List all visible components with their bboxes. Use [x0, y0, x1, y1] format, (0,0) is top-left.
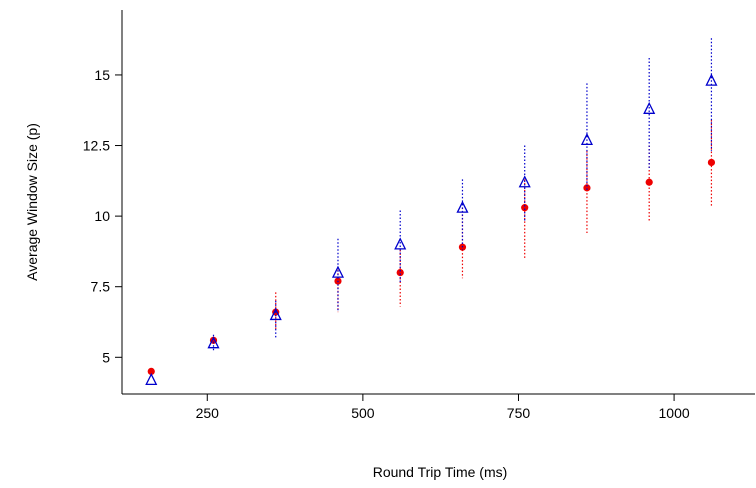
- data-point: [583, 184, 591, 192]
- data-point: [207, 336, 220, 349]
- data-point: [147, 367, 155, 376]
- data-point: [331, 265, 345, 278]
- data-point: [643, 101, 656, 114]
- y-axis-title: Average Window Size (p): [24, 123, 40, 281]
- x-axis-ticks: 250 500 750 1000: [196, 394, 690, 421]
- data-point: [705, 73, 718, 86]
- x-tick-label: 500: [351, 405, 375, 421]
- data-point: [396, 268, 404, 277]
- data-point: [580, 132, 593, 146]
- y-tick-label: 15: [94, 67, 110, 83]
- y-tick-label: 10: [94, 208, 110, 224]
- y-tick-label: 7.5: [91, 279, 111, 295]
- x-tick-label: 250: [196, 405, 220, 421]
- y-tick-label: 12.5: [83, 138, 110, 154]
- x-tick-label: 1000: [659, 405, 690, 421]
- data-point: [707, 158, 716, 167]
- x-axis-title: Round Trip Time (ms): [373, 464, 508, 480]
- data-point: [145, 372, 158, 386]
- data-point: [521, 204, 529, 212]
- x-tick-label: 750: [507, 405, 531, 421]
- y-axis-ticks: 5 7.5 10 12.5 15: [83, 67, 122, 365]
- data-point: [456, 200, 469, 213]
- data-point: [518, 175, 531, 188]
- plot-area: [145, 38, 718, 386]
- data-point: [269, 307, 282, 321]
- y-tick-label: 5: [102, 349, 110, 365]
- series-2: [145, 38, 718, 386]
- series-1: [147, 120, 716, 376]
- data-point: [645, 178, 653, 186]
- data-point: [394, 237, 407, 250]
